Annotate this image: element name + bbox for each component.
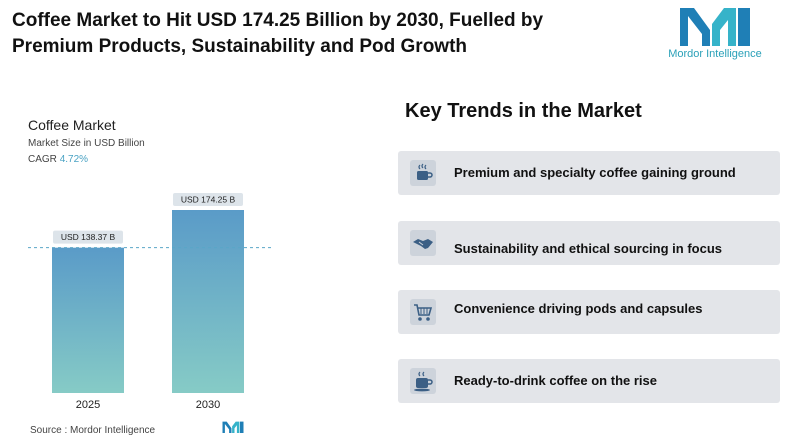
- mordor-small-logo-icon: [222, 421, 244, 433]
- headline-line-1: Coffee Market to Hit USD 174.25 Billion …: [12, 10, 544, 31]
- trends-title: Key Trends in the Market: [405, 100, 642, 122]
- bar-chart: USD 138.37 B 2025 USD 174.25 B 2030: [28, 193, 272, 411]
- shopping-cart-icon: [410, 299, 436, 325]
- trend-label: Convenience driving pods and capsules: [454, 301, 703, 316]
- x-tick-2030: 2030: [196, 399, 220, 411]
- source-name: Mordor Intelligence: [70, 425, 156, 436]
- chart-subtitle: Market Size in USD Billion: [28, 138, 145, 149]
- trend-label: Premium and specialty coffee gaining gro…: [454, 165, 736, 180]
- coffee-mug-icon: [410, 368, 436, 394]
- data-label-2030: USD 174.25 B: [181, 195, 236, 205]
- trend-label: Sustainability and ethical sourcing in f…: [454, 241, 722, 256]
- data-label-bg-2030: [173, 193, 243, 206]
- brand-name: Mordor Intelligence: [668, 48, 762, 60]
- source-note: Source : Mordor Intelligence: [30, 425, 155, 436]
- handshake-icon: [410, 230, 436, 256]
- chart-title: Coffee Market: [28, 117, 116, 133]
- coffee-cup-icon: [410, 160, 436, 186]
- headline-line-2: Premium Products, Sustainability and Pod…: [12, 36, 468, 57]
- x-tick-2025: 2025: [76, 399, 100, 411]
- bar-2025: [52, 247, 124, 393]
- trend-item-rtd: Ready-to-drink coffee on the rise: [398, 359, 780, 403]
- source-label: Source :: [30, 425, 68, 436]
- brand-logo: Mordor Intelligence: [650, 6, 780, 66]
- chart-cagr: CAGR 4.72%: [28, 154, 88, 165]
- mordor-logo-icon: [680, 8, 750, 46]
- cagr-value: 4.72%: [59, 154, 89, 165]
- data-label-2025: USD 138.37 B: [61, 232, 116, 242]
- trend-label: Ready-to-drink coffee on the rise: [454, 373, 657, 388]
- trend-item-pods: Convenience driving pods and capsules: [398, 290, 780, 334]
- trend-item-premium: Premium and specialty coffee gaining gro…: [398, 151, 780, 195]
- bar-2030: [172, 210, 244, 393]
- cagr-label: CAGR: [28, 154, 57, 165]
- data-label-bg-2025: [53, 230, 123, 244]
- page-headline: Coffee Market to Hit USD 174.25 Billion …: [12, 8, 612, 60]
- trend-item-sustainability: Sustainability and ethical sourcing in f…: [398, 221, 780, 265]
